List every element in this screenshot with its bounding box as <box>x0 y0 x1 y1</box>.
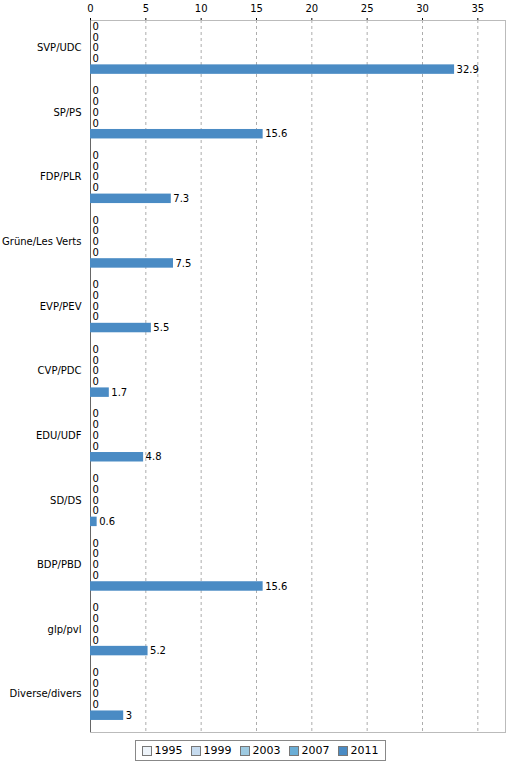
svg-text:0: 0 <box>93 495 99 506</box>
svg-text:BDP/PBD: BDP/PBD <box>37 559 82 570</box>
svg-text:0: 0 <box>93 344 99 355</box>
svg-text:0: 0 <box>93 290 99 301</box>
svg-text:0: 0 <box>93 301 99 312</box>
svg-text:0: 0 <box>93 602 99 613</box>
svg-text:0: 0 <box>93 42 99 53</box>
svg-text:0: 0 <box>93 667 99 678</box>
svg-text:15: 15 <box>250 3 263 14</box>
svg-text:0: 0 <box>93 85 99 96</box>
svg-text:Grüne/Les Verts: Grüne/Les Verts <box>2 236 81 247</box>
svg-text:0: 0 <box>93 182 99 193</box>
svg-text:0: 0 <box>93 355 99 366</box>
svg-text:0: 0 <box>87 3 93 14</box>
svg-text:5.2: 5.2 <box>150 645 166 656</box>
svg-text:0: 0 <box>93 376 99 387</box>
svg-text:0: 0 <box>93 225 99 236</box>
svg-text:0: 0 <box>93 678 99 689</box>
svg-text:0: 0 <box>93 699 99 710</box>
svg-text:0: 0 <box>93 311 99 322</box>
svg-text:SP/PS: SP/PS <box>53 107 81 118</box>
svg-text:0: 0 <box>93 419 99 430</box>
svg-text:3: 3 <box>126 710 132 721</box>
svg-text:Diverse/divers: Diverse/divers <box>10 688 82 699</box>
svg-text:35: 35 <box>471 3 484 14</box>
svg-text:SD/DS: SD/DS <box>50 495 81 506</box>
svg-text:0: 0 <box>93 150 99 161</box>
svg-text:1.7: 1.7 <box>111 387 127 398</box>
svg-text:0: 0 <box>93 236 99 247</box>
svg-text:0: 0 <box>93 430 99 441</box>
html-text:2007: 2007 <box>301 744 330 757</box>
svg-text:0: 0 <box>93 441 99 452</box>
svg-text:SVP/UDC: SVP/UDC <box>37 42 82 53</box>
svg-text:0: 0 <box>93 118 99 129</box>
svg-text:0: 0 <box>93 548 99 559</box>
svg-text:0: 0 <box>93 171 99 182</box>
svg-text:0: 0 <box>93 96 99 107</box>
svg-text:0: 0 <box>93 624 99 635</box>
svg-text:0: 0 <box>93 688 99 699</box>
svg-text:0: 0 <box>93 31 99 42</box>
svg-text:0: 0 <box>93 279 99 290</box>
svg-text:0: 0 <box>93 505 99 516</box>
svg-text:25: 25 <box>361 3 374 14</box>
svg-text:7.5: 7.5 <box>176 258 192 269</box>
svg-text:EDU/UDF: EDU/UDF <box>36 430 82 441</box>
svg-text:0: 0 <box>93 559 99 570</box>
html-text:1995: 1995 <box>154 744 183 757</box>
svg-text:20: 20 <box>305 3 318 14</box>
svg-text:FDP/PLR: FDP/PLR <box>40 171 81 182</box>
svg-text:glp/pvl: glp/pvl <box>48 624 82 635</box>
svg-text:32.9: 32.9 <box>457 64 479 75</box>
svg-text:7.3: 7.3 <box>173 193 189 204</box>
svg-text:0: 0 <box>93 408 99 419</box>
svg-text:0: 0 <box>93 473 99 484</box>
svg-text:CVP/PDC: CVP/PDC <box>38 365 82 376</box>
svg-text:0: 0 <box>93 107 99 118</box>
svg-text:15.6: 15.6 <box>265 581 287 592</box>
svg-text:0: 0 <box>93 635 99 646</box>
html-text:2011: 2011 <box>350 744 379 757</box>
svg-text:0.6: 0.6 <box>99 516 115 527</box>
html-text:2003: 2003 <box>252 744 281 757</box>
svg-text:0: 0 <box>93 570 99 581</box>
svg-text:5: 5 <box>143 3 149 14</box>
svg-text:0: 0 <box>93 247 99 258</box>
svg-text:0: 0 <box>93 21 99 32</box>
svg-text:0: 0 <box>93 484 99 495</box>
html-text:1999: 1999 <box>203 744 232 757</box>
svg-text:10: 10 <box>195 3 208 14</box>
svg-text:15.6: 15.6 <box>265 128 287 139</box>
svg-text:0: 0 <box>93 538 99 549</box>
svg-text:0: 0 <box>93 613 99 624</box>
svg-text:0: 0 <box>93 215 99 226</box>
svg-text:30: 30 <box>416 3 429 14</box>
svg-text:5.5: 5.5 <box>153 322 169 333</box>
svg-text:0: 0 <box>93 365 99 376</box>
svg-text:4.8: 4.8 <box>146 451 162 462</box>
svg-text:0: 0 <box>93 161 99 172</box>
svg-text:EVP/PEV: EVP/PEV <box>40 301 82 312</box>
svg-text:0: 0 <box>93 53 99 64</box>
